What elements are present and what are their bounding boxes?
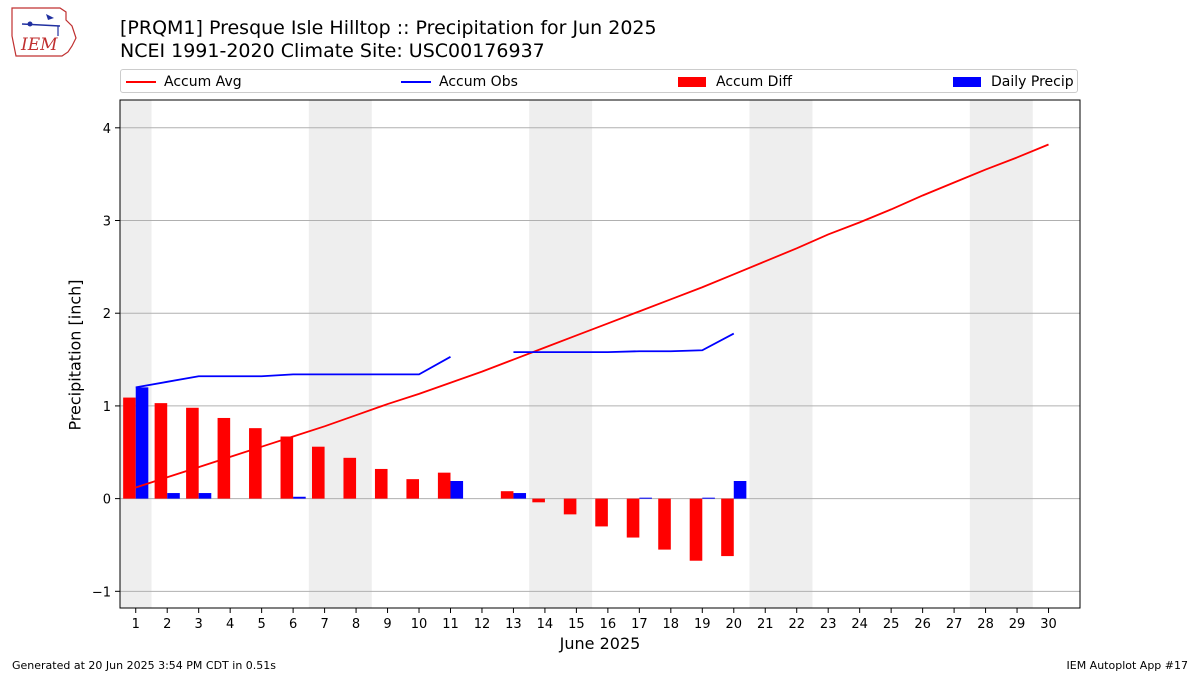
accum-diff-bar [563, 498, 577, 515]
accum-diff-bar [532, 498, 545, 503]
x-tick-label: 5 [257, 617, 265, 632]
accum-diff-bar [343, 457, 357, 499]
footer-app-text: IEM Autoplot App #17 [1066, 659, 1189, 672]
weekend-band-4 [749, 100, 813, 608]
accum-diff-bar [500, 491, 514, 499]
accum-diff-bar [280, 436, 294, 499]
x-tick-label: 23 [820, 617, 837, 632]
weekend-band-1 [120, 100, 152, 608]
iowa-outline-icon [11, 7, 77, 57]
y-tick-label: 1 [103, 400, 111, 415]
x-tick-label: 27 [946, 617, 963, 632]
daily-precip-bar [293, 496, 306, 499]
daily-precip-bar [450, 481, 464, 499]
legend-item-accum-obs: Accum Obs [401, 73, 518, 91]
x-tick-label: 25 [883, 617, 900, 632]
x-tick-label: 22 [788, 617, 805, 632]
y-tick-label: 0 [103, 493, 111, 508]
y-tick-label: −1 [92, 585, 111, 600]
legend-swatch-daily-precip [953, 77, 981, 87]
legend-item-accum-diff: Accum Diff [678, 73, 792, 91]
chart-title: [PRQM1] Presque Isle Hilltop :: Precipit… [120, 17, 657, 39]
x-tick-label: 11 [442, 617, 459, 632]
x-tick-label: 1 [132, 617, 140, 632]
accum-diff-bar [689, 498, 703, 561]
daily-precip-bar [639, 497, 652, 499]
x-tick-label: 17 [631, 617, 648, 632]
accum-diff-bar [658, 498, 671, 550]
chart-subtitle: NCEI 1991-2020 Climate Site: USC00176937 [120, 40, 545, 62]
daily-precip-bar [167, 493, 180, 499]
accum-diff-bar [721, 498, 734, 557]
legend-label-accum-obs: Accum Obs [439, 74, 518, 90]
x-tick-label: 24 [851, 617, 868, 632]
x-axis-label: June 2025 [559, 634, 641, 653]
x-tick-label: 19 [694, 617, 711, 632]
plot-frame [119, 99, 1081, 609]
x-tick-label: 29 [1009, 617, 1026, 632]
x-tick-label: 13 [505, 617, 522, 632]
legend-swatch-accum-obs [401, 81, 431, 83]
y-tick-label: 4 [103, 122, 111, 137]
daily-precip-bar [702, 497, 715, 499]
x-tick-label: 9 [383, 617, 391, 632]
accum-diff-bar [595, 498, 608, 527]
accum-obs-line [513, 332, 735, 354]
daily-precip-bar [513, 493, 527, 499]
accum-diff-bar [123, 397, 136, 499]
legend-item-accum-avg: Accum Avg [126, 73, 242, 91]
legend-swatch-accum-avg [126, 81, 156, 83]
x-tick-label: 18 [663, 617, 680, 632]
x-tick-label: 21 [757, 617, 774, 632]
x-tick-label: 8 [352, 617, 360, 632]
accum-diff-bar [312, 446, 325, 499]
daily-precip-bar [198, 493, 212, 499]
x-tick-label: 3 [195, 617, 203, 632]
accum-diff-bar [406, 479, 420, 499]
daily-precip-bar [135, 387, 149, 499]
x-tick-label: 26 [914, 617, 931, 632]
logo-text: IEM [20, 35, 58, 55]
accum-obs-line [135, 355, 451, 389]
x-tick-label: 7 [320, 617, 328, 632]
accum-diff-bar [626, 498, 640, 538]
x-tick-label: 15 [568, 617, 585, 632]
y-tick-label: 3 [103, 215, 111, 230]
accum-diff-bar [186, 407, 199, 499]
legend-label-accum-diff: Accum Diff [716, 74, 793, 90]
weekend-band-5 [969, 100, 1033, 608]
x-tick-label: 4 [226, 617, 234, 632]
daily-precip-bar [733, 481, 747, 499]
accum-diff-bar [437, 472, 451, 499]
x-tick-label: 14 [537, 617, 554, 632]
legend-item-daily-precip: Daily Precip [953, 73, 1074, 91]
accum-avg-line [135, 143, 1049, 489]
x-tick-label: 16 [600, 617, 617, 632]
accum-diff-bar [249, 428, 262, 499]
x-tick-label: 20 [725, 617, 742, 632]
y-tick-label: 2 [103, 307, 111, 322]
chart-legend: Accum Avg Accum Obs Accum Diff Daily Pre… [120, 69, 1078, 93]
x-tick-label: 30 [1040, 617, 1057, 632]
x-tick-label: 6 [289, 617, 297, 632]
x-tick-label: 28 [977, 617, 994, 632]
accum-diff-bar [374, 468, 388, 499]
y-axis-label: Precipitation [inch] [65, 279, 85, 431]
legend-label-accum-avg: Accum Avg [164, 74, 242, 90]
weekend-band-3 [529, 100, 593, 608]
x-tick-label: 10 [411, 617, 428, 632]
legend-swatch-accum-diff [678, 77, 706, 87]
accum-diff-bar [154, 403, 168, 499]
footer-generated-text: Generated at 20 Jun 2025 3:54 PM CDT in … [12, 659, 277, 672]
weekend-band-2 [308, 100, 372, 608]
x-tick-label: 2 [163, 617, 171, 632]
x-tick-label: 12 [474, 617, 491, 632]
legend-label-daily-precip: Daily Precip [991, 74, 1074, 90]
iem-logo: IEM [11, 7, 77, 57]
